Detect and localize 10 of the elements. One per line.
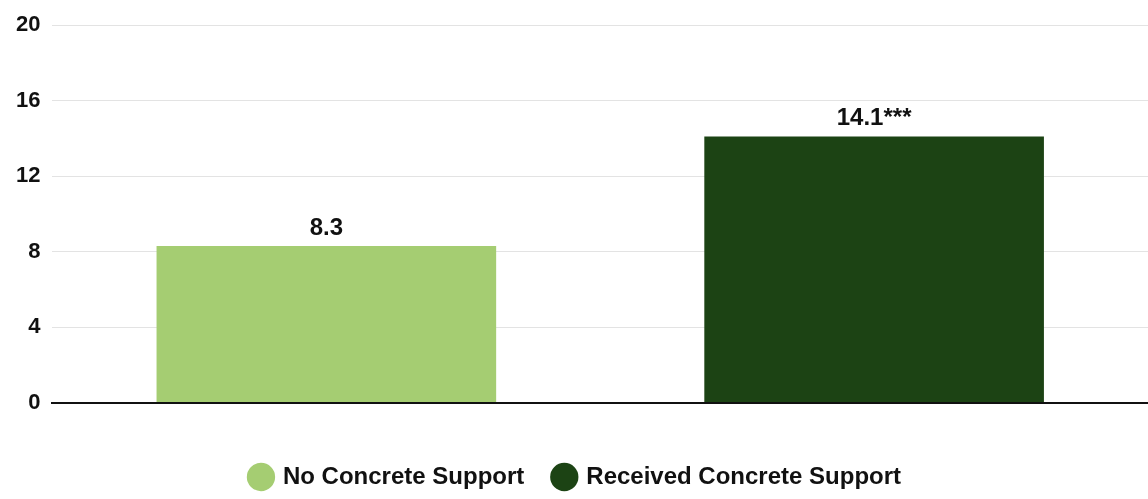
y-tick-label: 4	[28, 313, 42, 339]
legend-label: No Concrete Support	[282, 461, 525, 489]
data-label: 8.3	[309, 212, 344, 240]
y-tick-label: 20	[15, 11, 41, 37]
data-label: 14.1***	[836, 103, 913, 131]
legend-label: Received Concrete Support	[586, 461, 902, 489]
y-tick-label: 0	[28, 388, 41, 414]
y-tick-label: 12	[15, 162, 41, 188]
y-tick-label: 16	[15, 86, 41, 112]
y-tick-label: 8	[28, 237, 41, 263]
